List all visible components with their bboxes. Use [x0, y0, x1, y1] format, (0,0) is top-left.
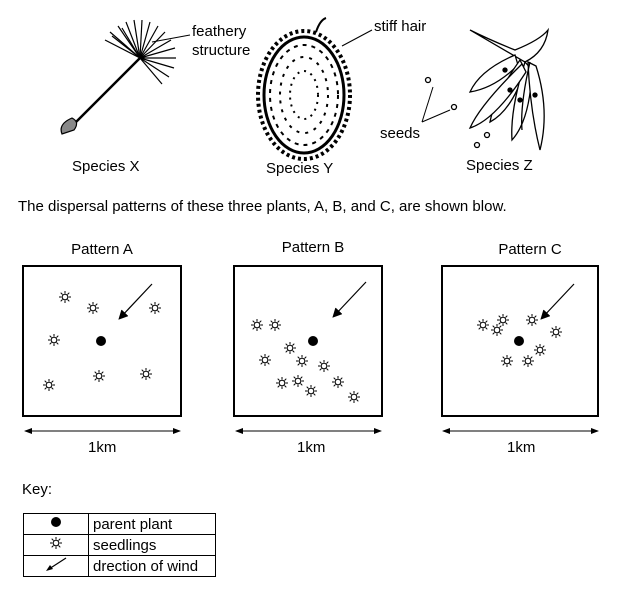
seedling	[304, 384, 318, 398]
species-y-illustration	[256, 17, 373, 161]
key-symbol-cell	[23, 513, 89, 535]
key-row-parent: parent plant	[23, 513, 216, 535]
pattern-a-box	[22, 265, 182, 417]
pattern-b-box	[233, 265, 383, 417]
species-x-label-line2: structure	[192, 42, 251, 59]
seedling	[331, 375, 345, 389]
seedling	[317, 359, 331, 373]
species-y-caption: Species Y	[266, 160, 334, 177]
seedling	[490, 323, 504, 337]
seedling	[525, 313, 539, 327]
pattern-c-title: Pattern C	[498, 241, 562, 258]
pattern-a-scale: 1km	[88, 439, 117, 456]
seedling	[148, 301, 162, 315]
pattern-c-box	[441, 265, 599, 417]
pattern-b-title: Pattern B	[281, 239, 345, 256]
pattern-marks	[24, 281, 599, 434]
species-x-caption: Species X	[72, 158, 140, 175]
seedling	[347, 390, 361, 404]
seedling	[268, 318, 282, 332]
key-row-seedlings: seedlings	[23, 534, 216, 556]
seedling	[42, 378, 56, 392]
wind-arrow	[332, 281, 367, 318]
species-z-caption: Species Z	[466, 157, 533, 174]
species-y-label: stiff hair	[374, 18, 427, 35]
seedling	[500, 354, 514, 368]
seedling	[275, 376, 289, 390]
seedling	[283, 341, 297, 355]
key-title: Key:	[22, 481, 53, 498]
pattern-b-marks	[250, 281, 367, 404]
key-label: drection of wind	[88, 555, 216, 577]
species-x-illustration	[60, 19, 191, 135]
seedling	[92, 369, 106, 383]
species-x-label-line1: feathery	[192, 23, 247, 40]
seedling	[533, 343, 547, 357]
key-table: parent plant seedlings drection of wind	[23, 513, 216, 577]
seedling	[139, 367, 153, 381]
seedling	[476, 318, 490, 332]
seedling	[86, 301, 100, 315]
seedling	[496, 313, 510, 327]
wind-arrow	[540, 283, 575, 320]
key-row-wind: drection of wind	[23, 555, 216, 577]
parent-plant	[96, 336, 106, 346]
pattern-a-title: Pattern A	[71, 241, 133, 258]
pattern-a-marks	[42, 283, 162, 392]
key-label: parent plant	[88, 513, 216, 535]
key-symbol-cell	[23, 555, 89, 577]
seedling	[47, 333, 61, 347]
seedling-icon	[49, 536, 63, 550]
parent-plant-icon	[51, 517, 61, 527]
pattern-c-marks	[476, 283, 575, 368]
parent-plant	[514, 336, 524, 346]
seedling	[521, 354, 535, 368]
species-z-illustration	[421, 27, 549, 151]
species-z-label: seeds	[380, 125, 421, 142]
seedling	[295, 354, 309, 368]
parent-plant	[308, 336, 318, 346]
seedling	[250, 318, 264, 332]
seedling	[258, 353, 272, 367]
species-illustrations	[60, 17, 549, 161]
seedling	[58, 290, 72, 304]
pattern-c-scale: 1km	[507, 439, 536, 456]
species-x-label: feathery structure	[192, 22, 250, 60]
key-symbol-cell	[23, 534, 89, 556]
key-label: seedlings	[88, 534, 216, 556]
wind-arrow-icon	[46, 557, 67, 571]
wind-arrow	[118, 283, 153, 320]
seedling	[549, 325, 563, 339]
intro-text: The dispersal patterns of these three pl…	[18, 198, 507, 215]
pattern-b-scale: 1km	[297, 439, 326, 456]
seedling	[291, 374, 305, 388]
